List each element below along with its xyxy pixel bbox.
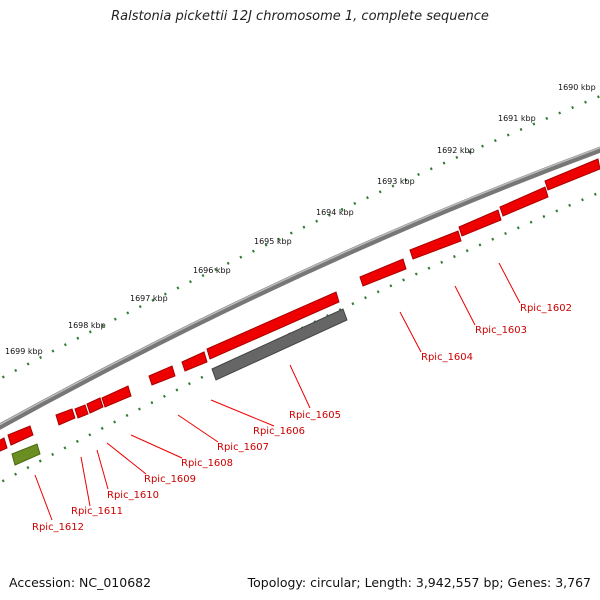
gene-feature[interactable]	[7, 425, 34, 446]
gene-feature[interactable]	[148, 365, 176, 386]
topology-summary: Topology: circular; Length: 3,942,557 bp…	[247, 575, 591, 590]
gene-feature[interactable]	[74, 404, 89, 419]
tick-labels: 1690 kbp 1691 kbp 1692 kbp 1693 kbp 1694…	[5, 83, 596, 356]
gene-feature[interactable]	[409, 230, 462, 260]
gene-label: Rpic_1602	[520, 303, 572, 314]
gene-feature[interactable]	[499, 186, 549, 217]
accession-text: Accession: NC_010682	[9, 575, 152, 590]
gene-label: Rpic_1603	[475, 325, 527, 336]
gene-feature[interactable]	[458, 209, 502, 237]
gene-label: Rpic_1609	[144, 474, 196, 485]
gene-label: Rpic_1605	[289, 410, 341, 421]
tick-label: 1692 kbp	[437, 146, 475, 155]
tick-label: 1699 kbp	[5, 347, 43, 356]
gene-label: Rpic_1606	[253, 426, 305, 437]
gene-feature[interactable]	[544, 158, 600, 191]
backbone	[0, 146, 600, 430]
tick-label: 1695 kbp	[254, 237, 292, 246]
map-title: Ralstonia pickettii 12J chromosome 1, co…	[111, 9, 489, 24]
tick-label: 1697 kbp	[130, 294, 168, 303]
label-leaders	[34, 262, 521, 521]
gene-label: Rpic_1608	[181, 458, 233, 469]
tick-label: 1690 kbp	[558, 83, 596, 92]
tick-label: 1691 kbp	[498, 114, 536, 123]
gene-feature[interactable]	[55, 408, 76, 426]
tick-track-outer	[0, 94, 600, 381]
tick-label: 1696 kbp	[193, 266, 231, 275]
gene-feature[interactable]	[86, 397, 104, 414]
gene-feature-highlight[interactable]	[211, 308, 348, 381]
backbone-highlight	[0, 146, 600, 426]
tick-label: 1694 kbp	[316, 208, 354, 217]
gene-label: Rpic_1610	[107, 490, 159, 501]
tick-label: 1698 kbp	[68, 321, 106, 330]
gene-feature[interactable]	[359, 258, 407, 287]
gene-feature[interactable]	[0, 437, 8, 452]
gene-feature[interactable]	[206, 291, 340, 360]
gene-label: Rpic_1607	[217, 442, 269, 453]
gene-features	[0, 158, 600, 466]
gene-feature-rna[interactable]	[11, 443, 41, 466]
tick-label: 1693 kbp	[377, 177, 415, 186]
tick-track-inner	[0, 190, 600, 485]
gene-labels: Rpic_1602 Rpic_1603 Rpic_1604 Rpic_1605 …	[32, 303, 572, 533]
gene-label: Rpic_1604	[421, 352, 473, 363]
gene-label: Rpic_1612	[32, 522, 84, 533]
gene-label: Rpic_1611	[71, 506, 123, 517]
gene-feature[interactable]	[181, 351, 208, 372]
gene-feature[interactable]	[101, 385, 132, 408]
